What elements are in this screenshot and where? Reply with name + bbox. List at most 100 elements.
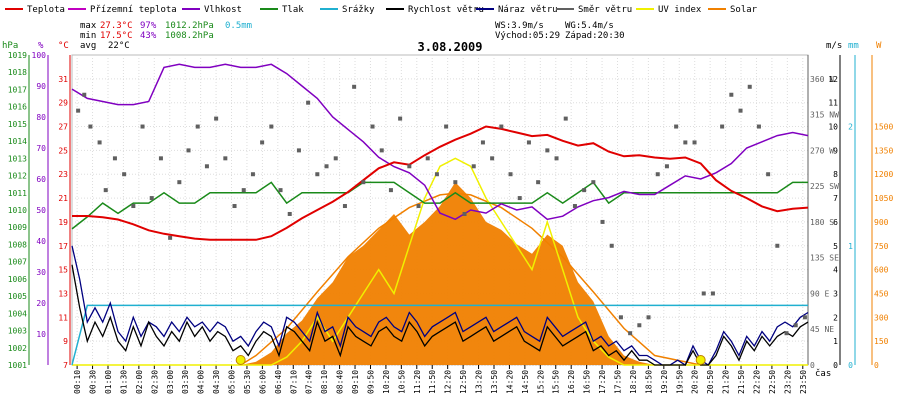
x-tick-label: 06:40 [274,370,283,394]
wind-dir-point [158,156,163,161]
pressure-tick-label: 1012 [8,172,27,181]
legend-label: Přízemní teplota [90,5,177,15]
wind-dir-point [361,180,366,185]
legend-label: UV index [658,5,702,15]
solar-tick-label: 900 [874,218,889,227]
wind-dir-point [664,164,669,169]
wind-dir-tick-label: 90 E [810,289,829,298]
max-label: max [80,21,97,31]
x-tick-label: 16:50 [583,370,592,394]
temp-tick-label: 19 [58,218,68,227]
solar-unit: W [876,41,882,51]
x-tick-label: 20:50 [706,370,715,394]
wind-dir-point [572,204,577,209]
pressure-tick-label: 1008 [8,240,27,249]
wind-dir-point [618,315,623,320]
wind-speed-tick-label: 5 [833,242,838,251]
x-tick-label: 23:50 [799,370,808,394]
humidity-tick-label: 50 [36,206,46,215]
uv-index-line [72,157,808,366]
solar-tick-label: 1350 [874,146,893,155]
wind-dir-point [140,124,145,129]
temp-tick-label: 21 [58,194,68,203]
solar-tick-label: 450 [874,289,889,298]
wind-dir-point [756,124,761,129]
wind-dir-point [342,204,347,209]
wind-dir-point [444,124,449,129]
wind-dir-point [701,291,706,296]
min-temp: 17.5°C [100,31,133,41]
solar-tick-label: 600 [874,266,889,275]
wind-speed-tick-label: 12 [828,75,838,84]
pressure-tick-label: 1016 [8,103,27,112]
series [71,63,809,366]
rain-unit: mm [848,41,859,51]
ws-text: WS:3.9m/s [495,21,544,31]
x-tick-label: 07:40 [305,370,314,394]
x-tick-label: 15:50 [552,370,561,394]
solar-tick-label: 0 [874,361,879,370]
x-tick-label: 19:50 [675,370,684,394]
temp-unit: °C [58,41,69,51]
x-tick-label: 04:00 [197,370,206,394]
wind-dir-point [499,124,504,129]
x-tick-label: 14:50 [521,370,530,394]
x-tick-label: 13:50 [490,370,499,394]
pressure-tick-label: 1001 [8,361,27,370]
pressure-tick-label: 1004 [8,309,27,318]
wind-dir-point [738,108,743,113]
temp-tick-label: 23 [58,170,68,179]
axis-units: hPa % °C m/s mm W čas [2,41,882,379]
wind-dir-point [177,180,182,185]
x-tick-label: 17:50 [614,370,623,394]
max-hum: 97% [140,21,157,31]
pressure-tick-label: 1019 [8,51,27,60]
temp-tick-label: 15 [58,266,68,275]
wind-speed-line [71,264,809,366]
wind-dir-tick-label: 135 SE [810,254,839,263]
x-tick-label: 11:20 [413,370,422,394]
chart-title: 3.08.2009 [417,40,482,54]
temp-tick-label: 7 [63,361,68,370]
legend-label: Tlak [282,5,304,15]
wind-dir-point [149,196,154,201]
pressure-tick-label: 1002 [8,344,27,353]
wind-dir-tick-label: 315 NW [810,111,839,120]
wind-dir-point [306,100,311,105]
humidity-tick-label: 100 [32,51,47,60]
rain-tick-label: 1 [848,242,853,251]
wind-dir-point [600,219,605,224]
wind-dir-point [545,148,550,153]
wind-dir-point [563,116,568,121]
x-tick-label: 09:50 [366,370,375,394]
max-press: 1012.2hPa [165,21,214,31]
wind-dir-point [453,180,458,185]
legend-label: Solar [730,5,758,15]
x-tick-label: 21:50 [737,370,746,394]
humidity-tick-label: 90 [36,82,46,91]
solar-tick-label: 300 [874,313,889,322]
humidity-tick-label: 10 [36,330,46,339]
wind-dir-point [747,84,752,89]
solar-tick-label: 1200 [874,170,893,179]
temperature-line [72,125,809,241]
x-tick-label: 06:00 [258,370,267,394]
wind-dir-point [425,156,430,161]
max-rain: 0.5mm [225,21,252,31]
rain-tick-label: 2 [848,123,853,132]
wind-speed-tick-label: 8 [833,170,838,179]
humidity-tick-label: 30 [36,268,46,277]
wind-dir-point [655,172,660,177]
pressure-tick-label: 1018 [8,68,27,77]
sunrise-marker [235,355,246,365]
x-tick-label: 22:50 [768,370,777,394]
wind-dir-point [793,323,798,328]
pressure-line [71,181,808,230]
x-tick-label: 03:00 [166,370,175,394]
x-tick-label: 07:10 [289,370,298,394]
legend: Teplota Přízemní teplota Vlhkost Tlak Srážky… [5,5,758,15]
pressure-tick-label: 1003 [8,327,27,336]
wind-speed-tick-label: 6 [833,218,838,227]
wind-dir-tick-label: 360 N [810,75,834,84]
